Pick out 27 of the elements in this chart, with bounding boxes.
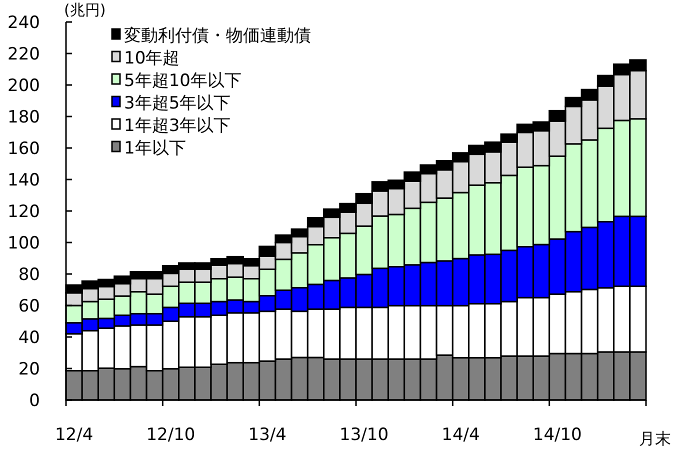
y-tick-label: 0 [29, 391, 40, 411]
y-tick-label: 180 [8, 108, 40, 128]
y-tick-label: 220 [8, 44, 40, 64]
y-tick-label: 20 [18, 360, 40, 380]
y-tick-label: 80 [18, 265, 40, 285]
y-tick-label: 60 [18, 296, 40, 316]
x-tick-label: 12/4 [54, 425, 94, 445]
x-tick-label: 14/4 [442, 425, 480, 445]
y-tick-label: 40 [18, 328, 40, 348]
y-tick-label: 140 [8, 170, 40, 190]
y-axis-title: (兆円) [64, 1, 106, 19]
y-tick-label: 200 [8, 76, 40, 96]
x-axis-title: 月末 [639, 429, 671, 448]
legend-label: 1年以下 [124, 138, 186, 158]
y-tick-label: 100 [8, 234, 40, 254]
legend-label: 5年超10年以下 [124, 71, 242, 91]
x-tick-label: 13/10 [340, 425, 389, 445]
y-tick-label: 240 [8, 13, 40, 33]
x-tick-label: 12/10 [146, 425, 196, 445]
x-tick-label: 13/4 [248, 425, 286, 445]
y-tick-label: 160 [8, 139, 40, 159]
legend-label: 10年超 [124, 48, 180, 68]
legend-label: 3年超5年以下 [124, 94, 231, 114]
y-tick-label: 120 [8, 202, 40, 222]
legend-label: 変動利付債・物価連動債 [124, 26, 311, 46]
legend-label: 1年超3年以下 [124, 116, 231, 136]
x-tick-label: 14/10 [532, 425, 582, 445]
